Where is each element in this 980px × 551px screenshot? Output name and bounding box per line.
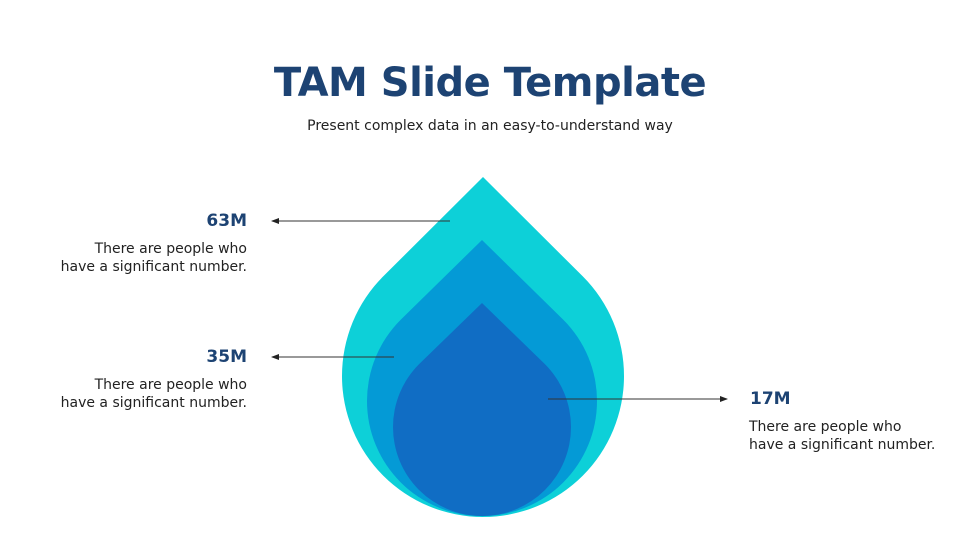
desc-line: There are people who — [749, 419, 902, 435]
desc-line: There are people who — [94, 377, 247, 393]
desc-17m: There are people who have a significant … — [749, 418, 935, 454]
desc-line: have a significant number. — [749, 437, 936, 453]
desc-line: There are people who — [94, 241, 247, 257]
value-35m: 35M — [206, 347, 247, 367]
desc-line: have a significant number. — [60, 395, 247, 411]
slide-subtitle: Present complex data in an easy-to-under… — [307, 118, 673, 134]
value-17m: 17M — [750, 389, 791, 409]
drop-layer-inner — [393, 303, 571, 517]
value-63m: 63M — [206, 211, 247, 231]
desc-line: have a significant number. — [60, 259, 247, 275]
slide-title: TAM Slide Template — [273, 60, 707, 106]
desc-63m: There are people who have a significant … — [7, 240, 247, 276]
desc-35m: There are people who have a significant … — [7, 376, 247, 412]
